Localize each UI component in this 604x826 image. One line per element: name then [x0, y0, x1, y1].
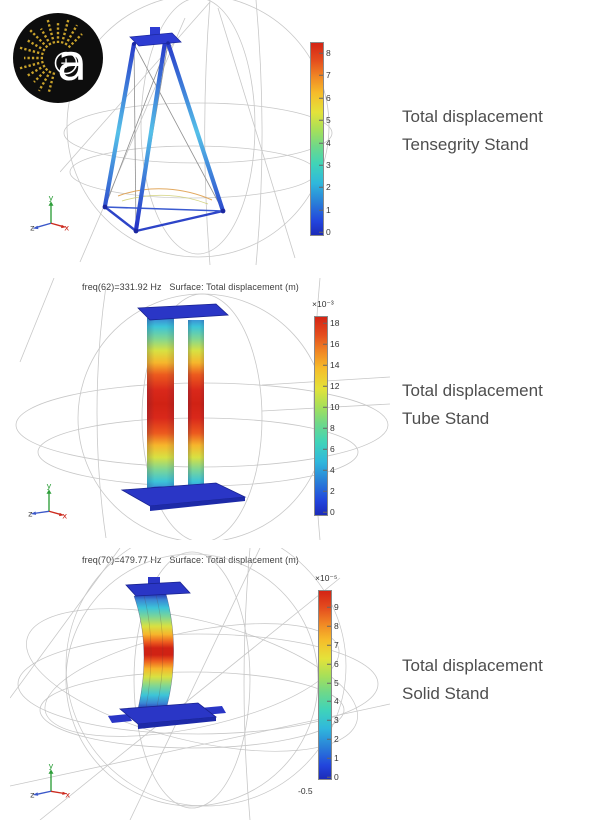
colorbar-tick: 1	[319, 204, 331, 215]
colorbar-tick: 6	[327, 658, 339, 669]
colorbar-tick: 9	[327, 601, 339, 612]
wireframe-grid	[10, 548, 390, 820]
axis-label-x: x	[65, 790, 70, 800]
colorbar-tensegrity	[310, 42, 324, 236]
wireframe-grid	[60, 0, 333, 265]
colorbar-tick: 2	[323, 485, 335, 496]
panel-solid: freq(70)=479.77 Hz Surface: Total displa…	[0, 540, 604, 826]
colorbar-tick: 12	[322, 380, 340, 391]
caption-line-2: Tube Stand	[402, 409, 490, 428]
colorbar-tick: 1	[327, 752, 339, 763]
caption-tensegrity: Total displacement Tensegrity Stand	[402, 103, 543, 159]
axis-label-x: x	[62, 511, 67, 521]
colorbar-tick: 0	[319, 226, 331, 237]
colorbar-tick-labels: 8 7 6 5 4 3 2 1 0	[319, 42, 348, 237]
axis-triad-icon: y z x	[30, 762, 70, 800]
axis-label-y: y	[49, 194, 54, 202]
plot-title-tube: freq(62)=331.92 Hz Surface: Total displa…	[82, 282, 299, 292]
panel-tensegrity: 8 7 6 5 4 3 2 1 0 y z x Total displaceme…	[0, 0, 604, 270]
colorbar-tick: 7	[327, 639, 339, 650]
caption-solid: Total displacement Solid Stand	[402, 652, 543, 708]
caption-line-1: Total displacement	[402, 656, 543, 675]
colorbar-tube	[314, 316, 328, 516]
colorbar-tick: 8	[323, 422, 335, 433]
colorbar-tick: 5	[327, 677, 339, 688]
colorbar-tick: 3	[327, 714, 339, 725]
colorbar-solid	[318, 590, 332, 780]
colorbar-tick: 10	[322, 401, 340, 412]
colorbar-tick: 2	[319, 181, 331, 192]
colorbar-tick: 6	[319, 92, 331, 103]
colorbar-tick: 7	[319, 69, 331, 80]
colorbar-tick: 3	[319, 159, 331, 170]
axis-label-z: z	[30, 223, 35, 233]
colorbar-exponent: ×10⁻³	[312, 299, 334, 309]
colorbar-tick: 2	[327, 733, 339, 744]
colorbar-tick: 16	[322, 338, 340, 349]
logo-letter: a	[57, 34, 88, 92]
caption-tube: Total displacement Tube Stand	[402, 377, 543, 433]
colorbar-tick: 6	[323, 443, 335, 454]
colorbar-tick-labels: 9 8 7 6 5 4 3 2 1 0	[327, 590, 356, 781]
panel-tube: freq(62)=331.92 Hz Surface: Total displa…	[0, 270, 604, 540]
colorbar-tick: 0	[323, 506, 335, 517]
caption-line-2: Solid Stand	[402, 684, 489, 703]
colorbar-tick: 0	[327, 771, 339, 782]
solid-plot-image	[10, 548, 390, 820]
axis-triad-icon: y z x	[30, 194, 69, 233]
colorbar-tick: 8	[327, 620, 339, 631]
caption-line-2: Tensegrity Stand	[402, 135, 529, 154]
colorbar-tick: 8	[319, 47, 331, 58]
colorbar-tick: 18	[322, 317, 340, 328]
tensegrity-structure	[102, 27, 226, 234]
axis-label-z: z	[30, 790, 35, 800]
tensegrity-plot-image	[60, 0, 333, 265]
logo-plus-icon: +	[60, 54, 73, 72]
axis-label-y: y	[47, 482, 52, 490]
brand-logo-icon: a +	[13, 13, 103, 103]
solid-stand-model	[108, 577, 226, 729]
axis-label-x: x	[64, 223, 69, 233]
colorbar-tick: 4	[327, 695, 339, 706]
colorbar-tick-labels: 18 16 14 12 10 8 6 4 2 0	[322, 316, 352, 517]
tube-stand-model	[120, 303, 247, 511]
colorbar-tick: 5	[319, 114, 331, 125]
axis-triad-icon: y z x	[28, 482, 67, 521]
axis-label-y: y	[49, 762, 54, 770]
tube-plot-image	[15, 278, 390, 540]
caption-line-1: Total displacement	[402, 107, 543, 126]
caption-line-1: Total displacement	[402, 381, 543, 400]
colorbar-min-label: -0.5	[298, 786, 313, 796]
colorbar-tick: 4	[323, 464, 335, 475]
axis-label-z: z	[28, 509, 33, 519]
colorbar-exponent: ×10⁻⁵	[315, 573, 338, 583]
colorbar-tick: 14	[322, 359, 340, 370]
colorbar-tick: 4	[319, 137, 331, 148]
